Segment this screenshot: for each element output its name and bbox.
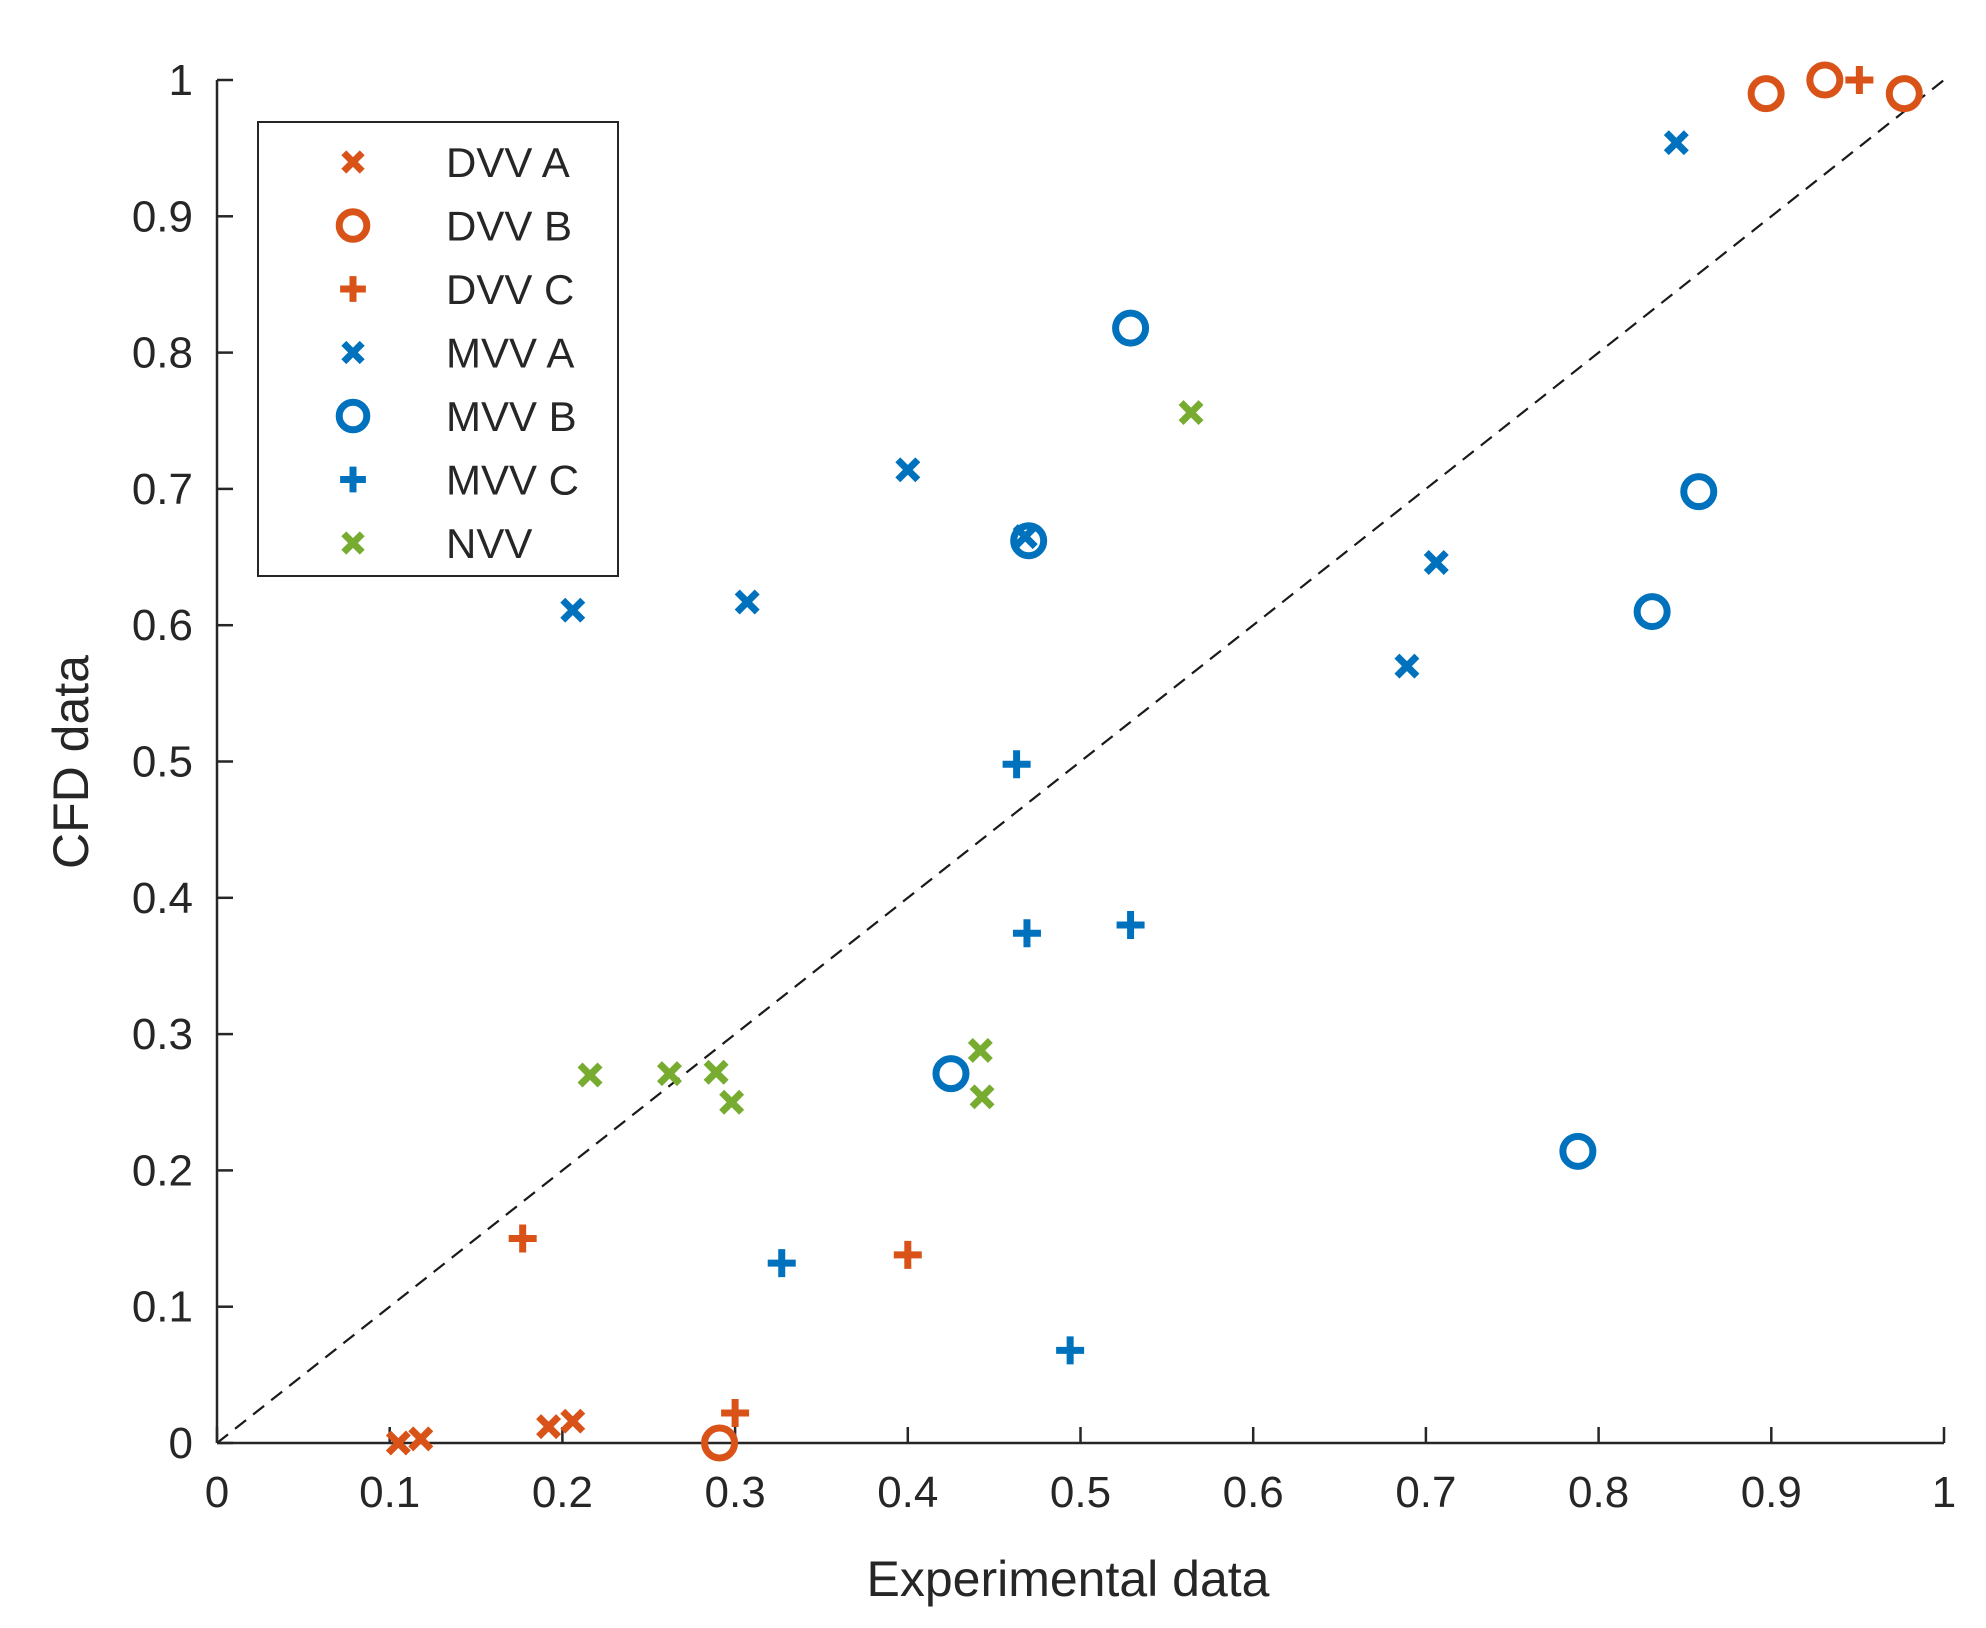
- legend-label-dvv-a: DVV A: [446, 139, 570, 186]
- legend-marker-nvv: [341, 531, 365, 555]
- data-point-mvv-b: [1633, 593, 1671, 631]
- data-point-dvv-b: [701, 1424, 739, 1462]
- data-point-dvv-c: [508, 1224, 537, 1253]
- x-tick-label: 0.2: [532, 1468, 593, 1517]
- x-tick-label: 1: [1932, 1468, 1956, 1517]
- x-tick-label: 0.7: [1395, 1468, 1456, 1517]
- data-point-dvv-c: [721, 1399, 750, 1428]
- data-point-nvv: [577, 1062, 603, 1088]
- data-point-nvv: [969, 1084, 995, 1110]
- y-tick-label: 0.8: [132, 329, 193, 378]
- data-point-mvv-a: [1394, 653, 1420, 679]
- x-tick-label: 0.8: [1568, 1468, 1629, 1517]
- data-point-dvv-a: [408, 1426, 434, 1452]
- legend-marker-dvv-b: [335, 208, 371, 243]
- legend-label-dvv-c: DVV C: [446, 266, 574, 313]
- y-tick-label: 0.4: [132, 874, 193, 923]
- data-point-mvv-c: [1002, 750, 1031, 779]
- series-mvv-b: [932, 309, 1718, 1170]
- x-tick-label: 0: [205, 1468, 229, 1517]
- data-point-mvv-a: [1423, 550, 1449, 575]
- data-point-dvv-b: [1806, 61, 1844, 99]
- x-tick-label: 0.6: [1223, 1468, 1284, 1517]
- series-dvv-c: [508, 66, 1874, 1428]
- y-tick-label: 0.9: [132, 192, 193, 241]
- data-point-mvv-b: [1010, 522, 1048, 560]
- data-points-layer: [385, 61, 1923, 1462]
- y-tick-label: 1: [169, 56, 193, 105]
- legend-label-mvv-b: MVV B: [446, 393, 577, 440]
- data-point-dvv-b: [1885, 75, 1923, 113]
- y-tick-label: 0.5: [132, 738, 193, 787]
- data-point-dvv-c: [1845, 66, 1874, 94]
- legend: DVV A DVV B DVV C MVV A MVV B MVV C NVV: [257, 121, 619, 577]
- y-tick-label: 0.1: [132, 1283, 193, 1332]
- data-point-nvv: [967, 1037, 993, 1063]
- legend-label-mvv-a: MVV A: [446, 330, 574, 377]
- y-tick-label: 0.6: [132, 601, 193, 650]
- data-point-mvv-a: [734, 589, 760, 615]
- y-tick-label: 0: [169, 1419, 193, 1468]
- data-point-mvv-a: [1663, 130, 1689, 156]
- y-tick-label: 0.2: [132, 1146, 193, 1195]
- data-point-mvv-b: [1559, 1132, 1597, 1170]
- x-tick-label: 0.4: [877, 1468, 938, 1517]
- legend-box: [257, 121, 619, 577]
- data-point-nvv: [719, 1089, 745, 1115]
- data-point-nvv: [1178, 400, 1204, 426]
- legend-label-nvv: NVV: [446, 520, 532, 567]
- x-axis-title: Experimental data: [866, 1551, 1269, 1607]
- data-point-dvv-c: [893, 1240, 922, 1269]
- data-point-mvv-c: [1012, 919, 1041, 948]
- data-point-dvv-a: [536, 1414, 562, 1440]
- data-point-mvv-a: [560, 597, 586, 623]
- legend-label-mvv-c: MVV C: [446, 457, 579, 504]
- series-nvv: [577, 400, 1204, 1115]
- legend-marker-mvv-b: [335, 398, 371, 434]
- y-tick-label: 0.3: [132, 1010, 193, 1059]
- data-point-nvv: [656, 1061, 682, 1087]
- x-tick-label: 0.9: [1741, 1468, 1802, 1517]
- data-point-nvv: [703, 1059, 729, 1085]
- data-point-mvv-b: [1680, 473, 1718, 511]
- x-tick-label: 0.1: [359, 1468, 420, 1517]
- y-tick-label: 0.7: [132, 465, 193, 514]
- data-point-mvv-c: [1116, 911, 1145, 940]
- data-point-mvv-a: [895, 457, 921, 483]
- legend-marker-mvv-c: [340, 466, 366, 493]
- y-axis-title: CFD data: [43, 655, 99, 869]
- data-point-mvv-c: [767, 1249, 796, 1278]
- axes-layer: 0 0.1 0.2 0.3 0.4 0.5 0.6 0.7 0.8 0.9 1 0 0.1 0.2 0.3 0…: [132, 56, 1956, 1517]
- data-point-mvv-b: [932, 1055, 970, 1093]
- series-mvv-c: [767, 750, 1145, 1365]
- x-tick-label: 0.3: [705, 1468, 766, 1517]
- legend-label-dvv-b: DVV B: [446, 203, 572, 250]
- data-point-mvv-c: [1056, 1336, 1085, 1365]
- data-point-mvv-b: [1112, 309, 1150, 347]
- series-dvv-b: [701, 61, 1923, 1462]
- data-point-dvv-a: [560, 1408, 586, 1434]
- data-point-dvv-a: [385, 1430, 411, 1456]
- legend-marker-dvv-a: [341, 150, 365, 174]
- legend-marker-dvv-c: [340, 276, 366, 302]
- data-point-dvv-b: [1747, 75, 1785, 113]
- legend-marker-mvv-a: [341, 340, 365, 365]
- x-tick-label: 0.5: [1050, 1468, 1111, 1517]
- series-dvv-a: [385, 1408, 586, 1456]
